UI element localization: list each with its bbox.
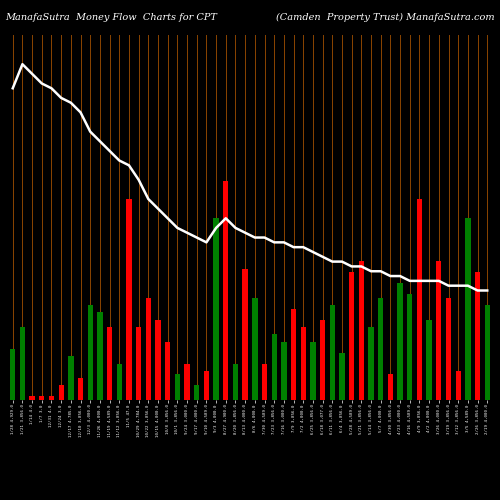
Bar xyxy=(242,268,248,400)
Bar xyxy=(78,378,83,400)
Bar xyxy=(358,262,364,400)
Bar xyxy=(417,199,422,400)
Bar xyxy=(214,218,219,400)
Bar xyxy=(146,298,151,400)
Bar xyxy=(330,305,335,400)
Bar xyxy=(68,356,73,400)
Text: (Camden  Property Trust) ManafaSutra.com: (Camden Property Trust) ManafaSutra.com xyxy=(276,12,495,22)
Bar xyxy=(107,327,112,400)
Bar xyxy=(10,349,16,400)
Bar xyxy=(300,327,306,400)
Bar xyxy=(310,342,316,400)
Bar xyxy=(340,352,344,400)
Bar xyxy=(426,320,432,400)
Bar xyxy=(88,305,93,400)
Bar xyxy=(398,283,403,400)
Bar xyxy=(475,272,480,400)
Bar xyxy=(388,374,393,400)
Bar xyxy=(272,334,277,400)
Bar xyxy=(126,199,132,400)
Bar xyxy=(58,386,64,400)
Bar xyxy=(20,327,25,400)
Bar xyxy=(446,298,451,400)
Bar xyxy=(368,327,374,400)
Bar xyxy=(204,371,209,400)
Bar xyxy=(378,298,384,400)
Text: ManafaSutra  Money Flow  Charts for CPT: ManafaSutra Money Flow Charts for CPT xyxy=(5,12,217,22)
Bar xyxy=(165,342,170,400)
Bar xyxy=(349,272,354,400)
Bar xyxy=(233,364,238,400)
Bar xyxy=(39,396,44,400)
Bar xyxy=(136,327,141,400)
Bar xyxy=(456,371,461,400)
Bar xyxy=(436,262,442,400)
Bar xyxy=(184,364,190,400)
Bar xyxy=(320,320,326,400)
Bar xyxy=(49,396,54,400)
Bar xyxy=(484,305,490,400)
Bar xyxy=(116,364,122,400)
Bar xyxy=(465,218,470,400)
Bar xyxy=(194,386,200,400)
Bar xyxy=(174,374,180,400)
Bar xyxy=(252,298,258,400)
Bar xyxy=(223,181,228,400)
Bar xyxy=(30,396,35,400)
Bar xyxy=(407,294,412,400)
Bar xyxy=(262,364,267,400)
Bar xyxy=(291,308,296,400)
Bar xyxy=(97,312,102,400)
Bar xyxy=(156,320,160,400)
Bar xyxy=(281,342,286,400)
